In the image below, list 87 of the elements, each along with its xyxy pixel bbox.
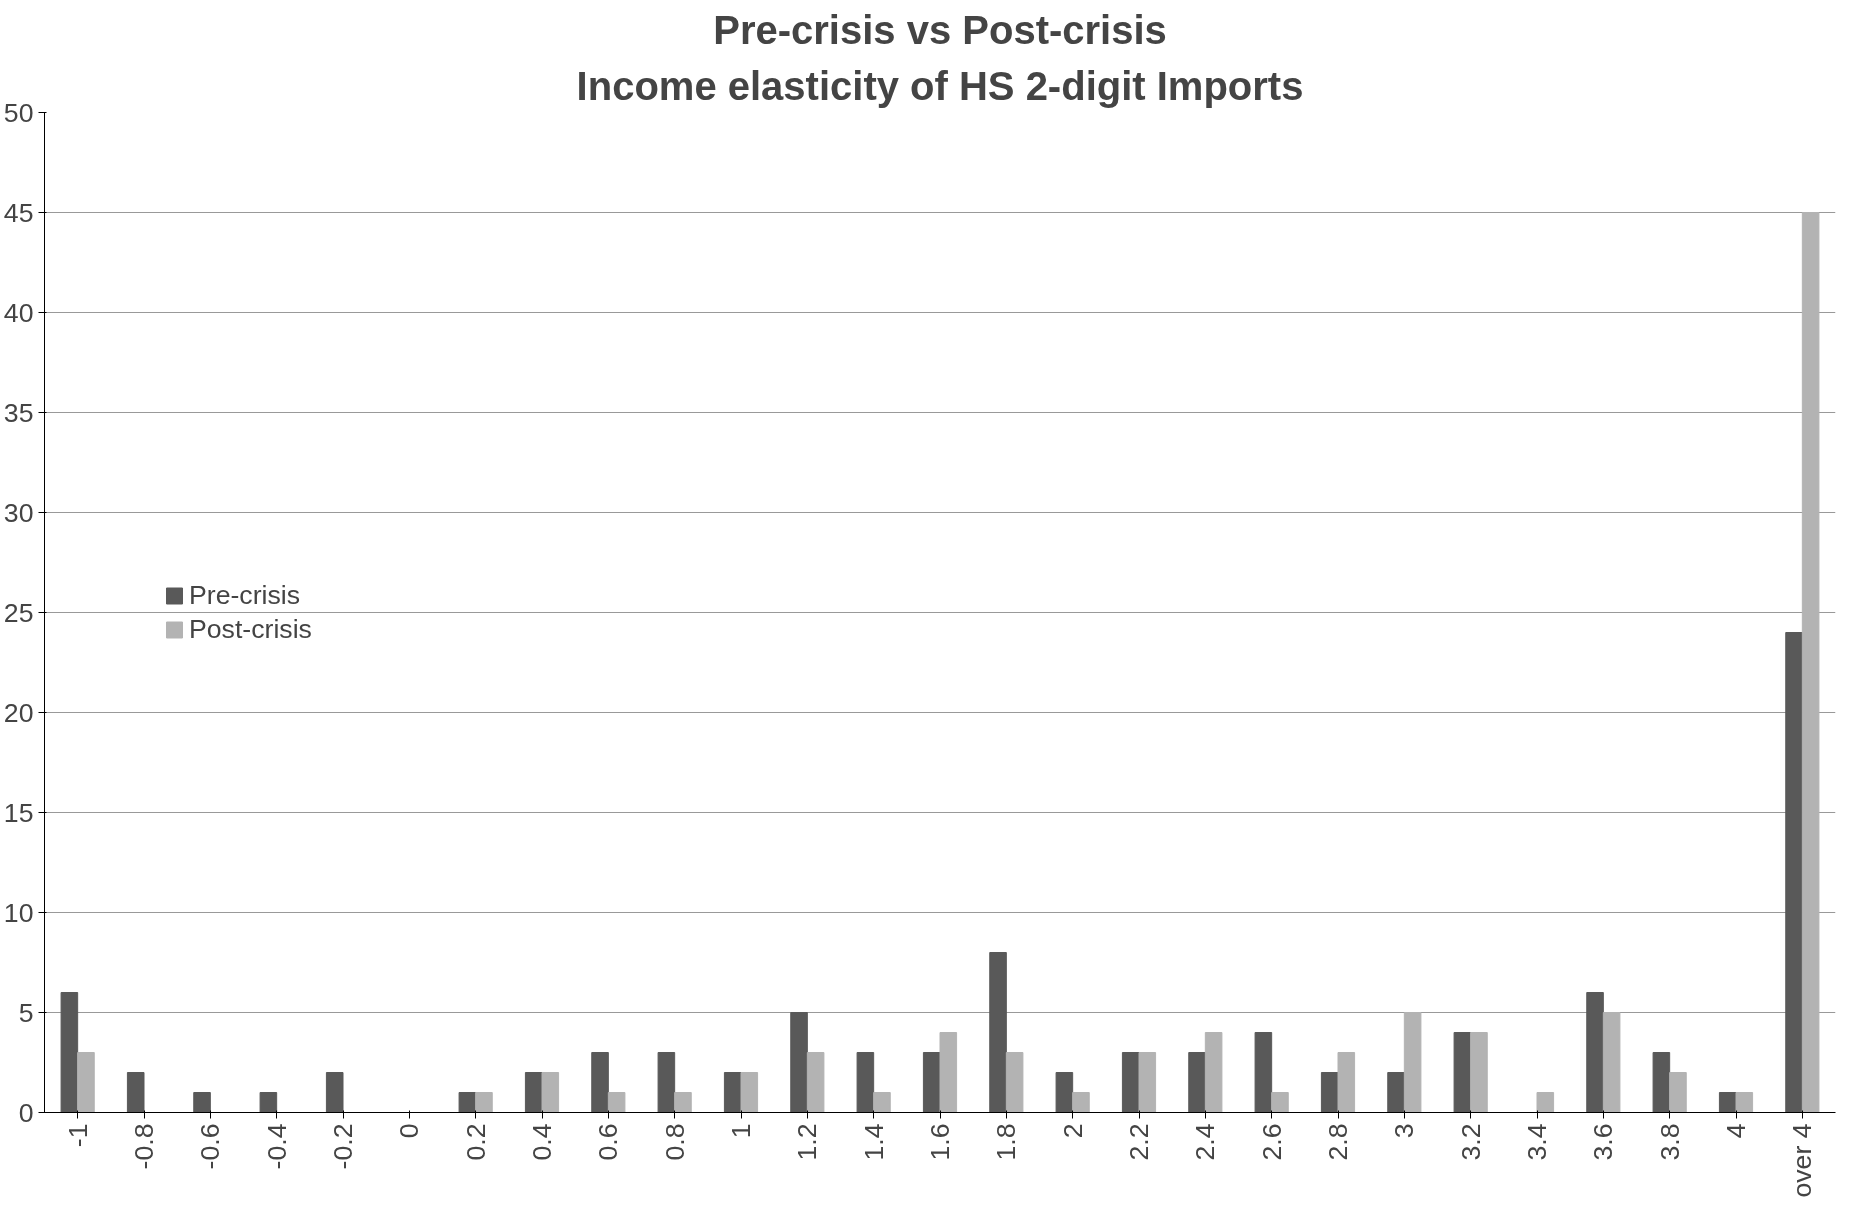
bar <box>1005 1052 1024 1113</box>
bar <box>591 1052 609 1113</box>
x-tick-label: -1 <box>62 1123 93 1148</box>
y-tick-label: 10 <box>3 897 34 928</box>
bar <box>1188 1052 1206 1113</box>
bar <box>541 1072 560 1113</box>
bar <box>1320 1072 1339 1113</box>
x-tick-label: 1 <box>726 1123 756 1139</box>
y-tick-label: 25 <box>3 597 34 628</box>
bar <box>60 992 79 1113</box>
bar <box>922 1052 941 1113</box>
bar <box>1072 1092 1090 1113</box>
bar <box>740 1072 759 1113</box>
x-tick-label: 3.6 <box>1588 1123 1619 1161</box>
x-tick-label: 1.2 <box>792 1123 823 1161</box>
bar <box>259 1092 278 1113</box>
x-tick-label: 2.6 <box>1256 1123 1287 1161</box>
x-tick-label: 0.2 <box>460 1123 491 1161</box>
y-tick-label: 20 <box>3 697 34 728</box>
bar <box>1536 1092 1555 1113</box>
chart-subtitle: Income elasticity of HS 2-digit Imports <box>576 63 1304 108</box>
x-tick-label: -0.2 <box>328 1123 358 1170</box>
bar <box>1785 632 1803 1113</box>
x-tick-label: 0.8 <box>659 1123 690 1161</box>
y-tick-label: 5 <box>18 997 34 1028</box>
bar <box>475 1092 493 1113</box>
y-tick-label: 35 <box>3 397 34 428</box>
x-tick-label: 1.6 <box>925 1123 955 1161</box>
legend-label: Pre-crisis <box>189 579 301 611</box>
bar <box>607 1092 626 1113</box>
x-tick-label: 0.4 <box>527 1123 557 1161</box>
x-tick-label: 2.4 <box>1190 1123 1221 1161</box>
x-tick-label: 3 <box>1389 1123 1420 1139</box>
bar <box>1204 1032 1223 1113</box>
bar <box>790 1012 808 1113</box>
bar <box>657 1052 676 1113</box>
y-tick-label: 40 <box>3 297 34 328</box>
bar <box>674 1092 692 1113</box>
bar <box>1669 1072 1687 1113</box>
bar <box>1453 1032 1472 1113</box>
y-tick-label: 50 <box>3 97 34 128</box>
bar <box>1138 1052 1157 1113</box>
y-tick-label: 30 <box>3 497 34 528</box>
bar <box>806 1052 825 1113</box>
bar <box>989 952 1007 1113</box>
bar <box>1254 1032 1273 1113</box>
bar <box>1602 1012 1621 1113</box>
x-tick-label: 3.2 <box>1455 1123 1486 1161</box>
y-tick-label: 15 <box>3 797 34 828</box>
bar <box>193 1092 211 1113</box>
x-tick-label: 4 <box>1721 1123 1751 1139</box>
x-tick-label: -0.8 <box>129 1123 159 1170</box>
bar <box>325 1072 344 1113</box>
bar <box>1337 1052 1356 1113</box>
x-tick-label: 2.2 <box>1124 1123 1154 1161</box>
x-tick-label: 2.8 <box>1323 1123 1353 1161</box>
bar <box>856 1052 875 1113</box>
bar <box>1652 1052 1671 1113</box>
x-tick-label: 0.6 <box>593 1123 624 1161</box>
bar <box>458 1092 477 1113</box>
bar <box>1055 1072 1074 1113</box>
bar <box>126 1072 145 1113</box>
bar <box>1403 1012 1422 1113</box>
bar <box>1271 1092 1289 1113</box>
x-tick-label: 0 <box>394 1123 425 1139</box>
bar <box>1586 992 1604 1113</box>
bar <box>1470 1032 1488 1113</box>
bar <box>1801 212 1820 1113</box>
x-tick-label: 3.8 <box>1654 1123 1685 1161</box>
x-tick-label: 1.8 <box>991 1123 1022 1161</box>
x-tick-label: -0.6 <box>195 1123 226 1170</box>
bar <box>1735 1092 1754 1113</box>
bar <box>1387 1072 1405 1113</box>
legend-label: Post-crisis <box>189 613 312 645</box>
bar <box>1121 1052 1140 1113</box>
bar <box>939 1032 958 1113</box>
chart-title: Pre-crisis vs Post-crisis <box>713 7 1167 52</box>
x-tick-label: over 4 <box>1787 1123 1818 1198</box>
bar <box>873 1092 891 1113</box>
bar <box>524 1072 543 1113</box>
x-tick-label: 2 <box>1057 1123 1088 1139</box>
y-tick-label: 45 <box>3 197 34 228</box>
bar <box>723 1072 742 1113</box>
x-tick-label: -0.4 <box>261 1123 292 1170</box>
x-tick-label: 1.4 <box>858 1123 889 1161</box>
bar <box>77 1052 95 1113</box>
x-tick-label: 3.4 <box>1522 1123 1552 1161</box>
